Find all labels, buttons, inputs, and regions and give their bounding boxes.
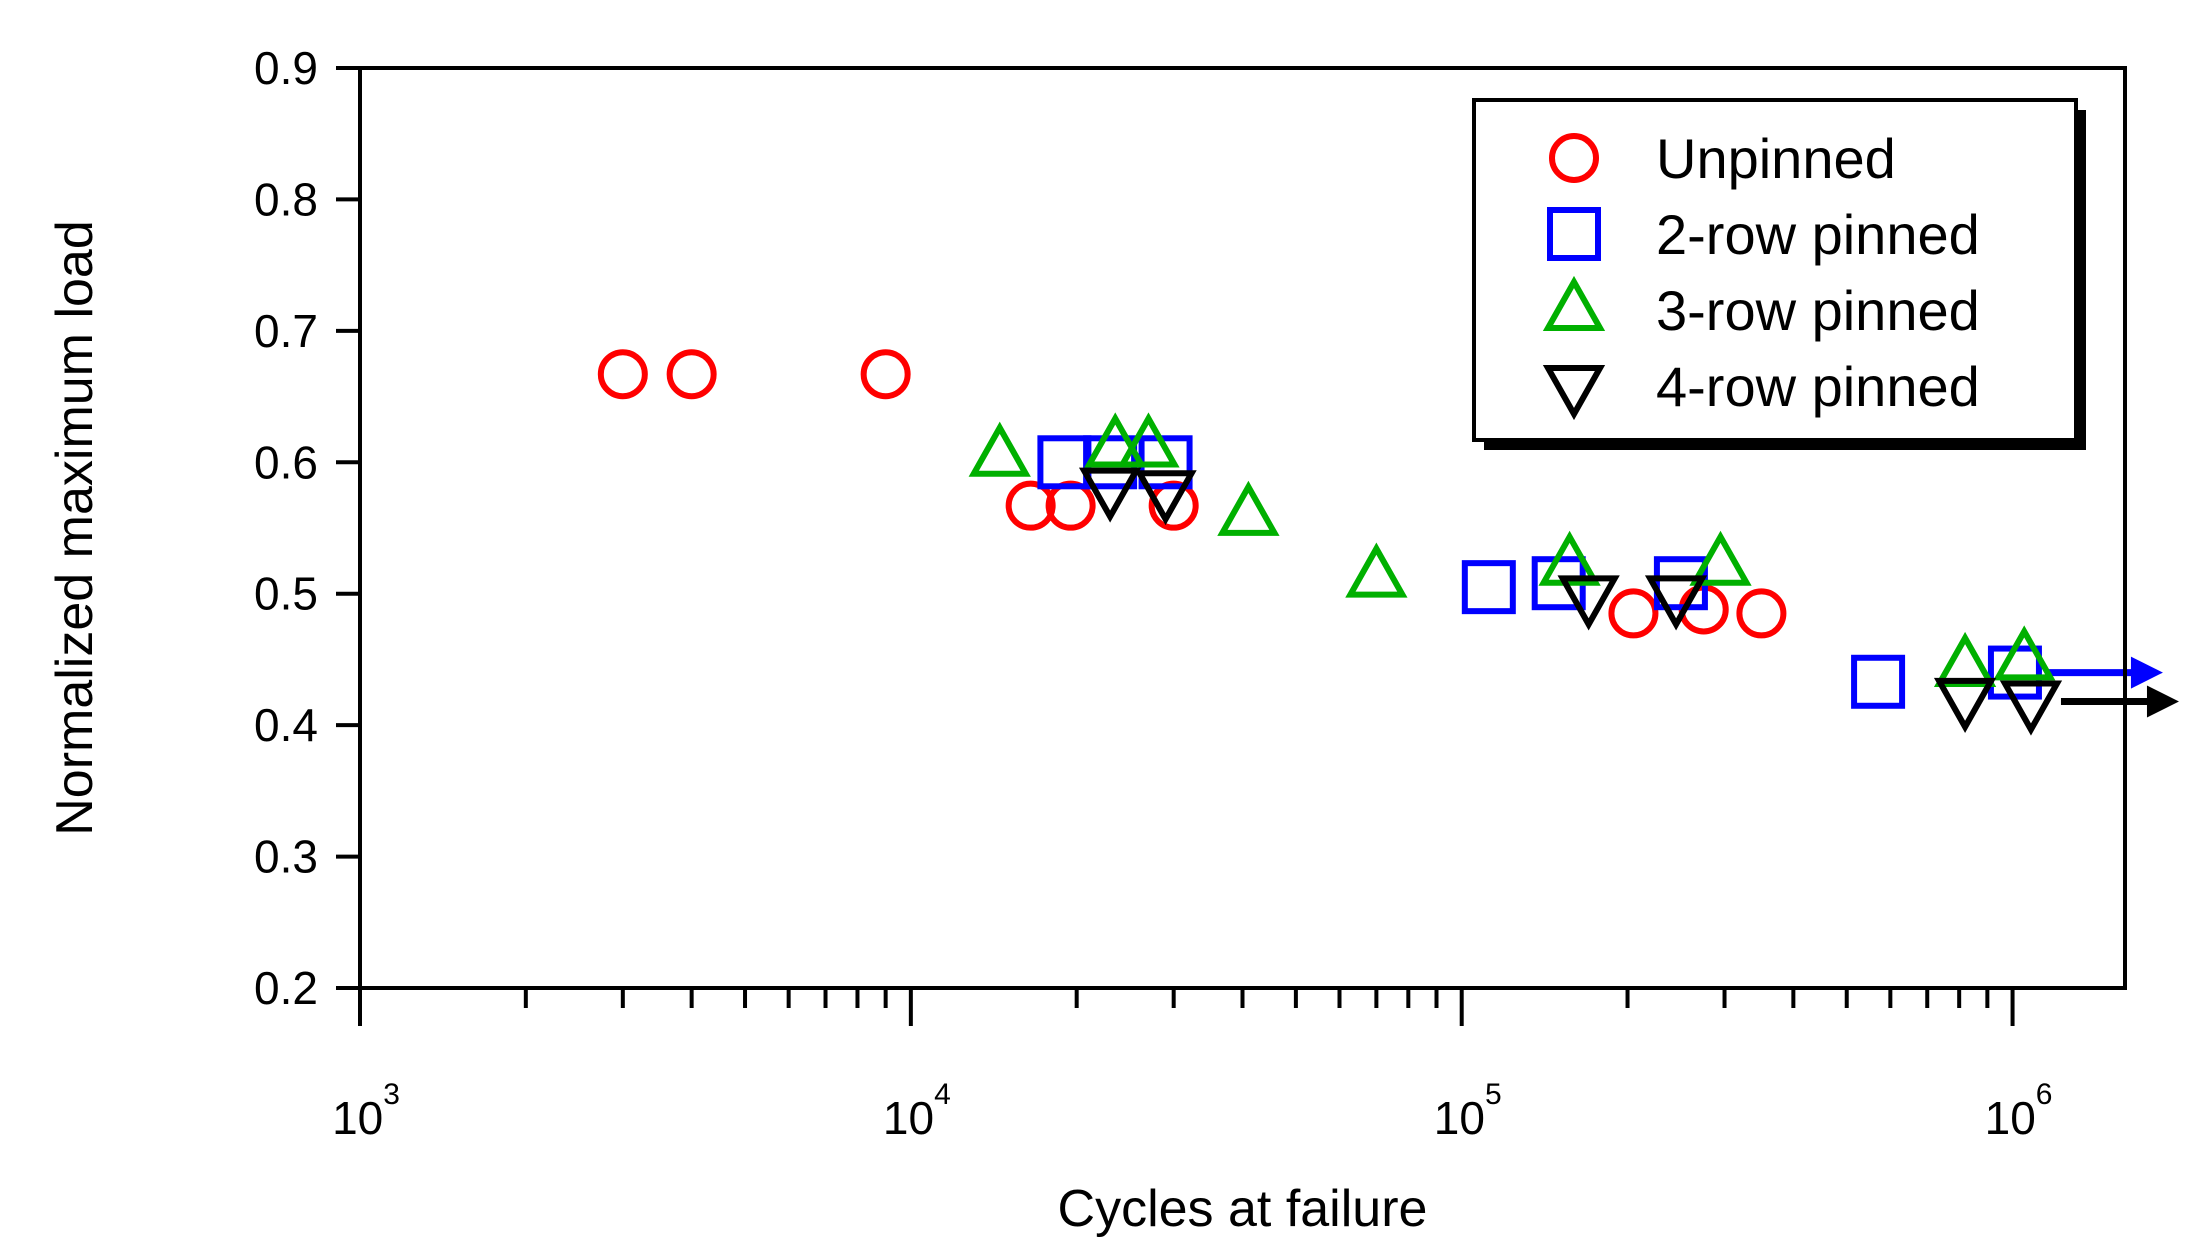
x-tick-base: 10	[883, 1092, 934, 1144]
data-point	[1644, 575, 1708, 631]
data-point	[1557, 575, 1620, 631]
y-tick-label: 0.8	[254, 173, 318, 225]
x-tick-label: 106	[1985, 1078, 2053, 1144]
data-point	[860, 349, 911, 400]
legend-label: 3-row pinned	[1656, 279, 1980, 342]
legend-label: 2-row pinned	[1656, 203, 1980, 266]
legend-marker	[1549, 133, 1599, 183]
x-tick-base: 10	[1985, 1092, 2036, 1144]
data-point	[968, 421, 1031, 477]
y-tick-label: 0.3	[254, 831, 318, 883]
data-point	[1538, 530, 1601, 586]
x-axis-title: Cycles at failure	[1058, 1180, 1428, 1238]
y-tick-label: 0.7	[254, 305, 318, 357]
data-point	[1993, 625, 2056, 681]
legend: Unpinned 2-row pinned 3-row pinned 4-row pi…	[1472, 98, 2086, 450]
x-tick-base: 10	[1434, 1092, 1485, 1144]
y-tick-label: 0.6	[254, 436, 318, 488]
y-tick-label: 0.9	[254, 42, 318, 94]
y-axis-title: Normalized maximum load	[46, 220, 104, 836]
data-point	[1078, 467, 1142, 523]
y-tick-label: 0.5	[254, 568, 318, 620]
data-point	[1217, 480, 1280, 536]
data-point	[1037, 435, 1092, 490]
data-point	[597, 349, 648, 400]
legend-box	[1472, 98, 2078, 442]
plot-layer	[597, 349, 2179, 736]
data-point	[1933, 677, 1997, 733]
data-point	[1345, 542, 1408, 598]
legend-label: Unpinned	[1656, 127, 1896, 190]
x-tick-exponent: 6	[2036, 1078, 2053, 1111]
y-tick-label: 0.2	[254, 962, 318, 1014]
data-point	[1461, 560, 1516, 615]
data-point	[1134, 470, 1197, 526]
data-point	[1084, 412, 1147, 468]
legend-marker	[1542, 365, 1606, 421]
runout-arrow-head	[2146, 685, 2179, 718]
runout-arrow-head	[2130, 656, 2163, 689]
data-point	[1851, 654, 1906, 709]
legend-label: 4-row pinned	[1656, 355, 1980, 418]
series-square	[1037, 435, 2163, 709]
legend-marker	[1542, 275, 1606, 331]
y-tick-label: 0.4	[254, 699, 318, 751]
data-point	[1736, 588, 1787, 639]
series-triangle-down	[1078, 467, 2179, 736]
data-point	[1608, 588, 1659, 639]
data-point	[1689, 530, 1752, 586]
x-tick-exponent: 5	[1485, 1078, 1502, 1111]
data-point	[1999, 680, 2063, 736]
data-point	[1117, 412, 1180, 468]
x-tick-label: 105	[1434, 1078, 1502, 1144]
data-point	[1933, 631, 1997, 687]
legend-marker	[1547, 207, 1601, 261]
x-tick-label: 104	[883, 1078, 951, 1144]
data-point	[666, 349, 717, 400]
x-tick-base: 10	[332, 1092, 383, 1144]
x-tick-exponent: 3	[383, 1078, 400, 1111]
data-point	[1005, 480, 1056, 531]
series-triangle-up	[968, 412, 2056, 687]
x-tick-label: 103	[332, 1078, 400, 1144]
x-tick-exponent: 4	[934, 1078, 951, 1111]
